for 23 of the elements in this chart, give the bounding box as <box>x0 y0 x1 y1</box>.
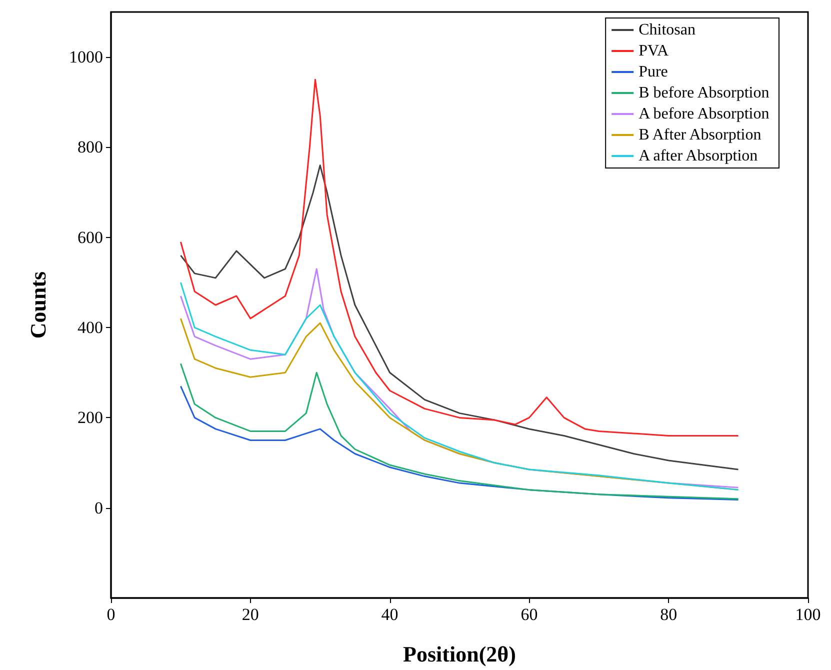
x-tick-label: 60 <box>520 605 538 624</box>
legend-label: B before Absorption <box>638 84 770 102</box>
legend-label: Pure <box>638 64 668 80</box>
legend-label: A after Absorption <box>638 148 758 164</box>
y-tick-label: 200 <box>78 408 103 428</box>
line-series <box>180 164 740 470</box>
x-tick-label: 100 <box>795 605 821 624</box>
x-axis-title: Position(2θ) <box>403 642 516 666</box>
legend-label: Chitosan <box>638 22 696 38</box>
x-tick-label: 0 <box>106 605 116 624</box>
y-tick-label: 600 <box>78 228 103 247</box>
y-axis-title: Counts <box>26 270 50 339</box>
y-tick-label: 800 <box>78 138 103 157</box>
y-tick-label: 1000 <box>69 48 103 67</box>
legend-label: B After Absorption <box>638 126 762 144</box>
legend-label: A before Absorption <box>638 106 770 122</box>
y-tick-label: 0 <box>94 498 103 518</box>
x-tick-label: 80 <box>660 605 678 624</box>
legend-label: PVA <box>638 42 669 60</box>
x-tick-label: 40 <box>381 605 398 624</box>
x-tick-label: 20 <box>242 605 259 624</box>
line-series <box>180 362 740 500</box>
y-tick-label: 400 <box>78 318 103 338</box>
